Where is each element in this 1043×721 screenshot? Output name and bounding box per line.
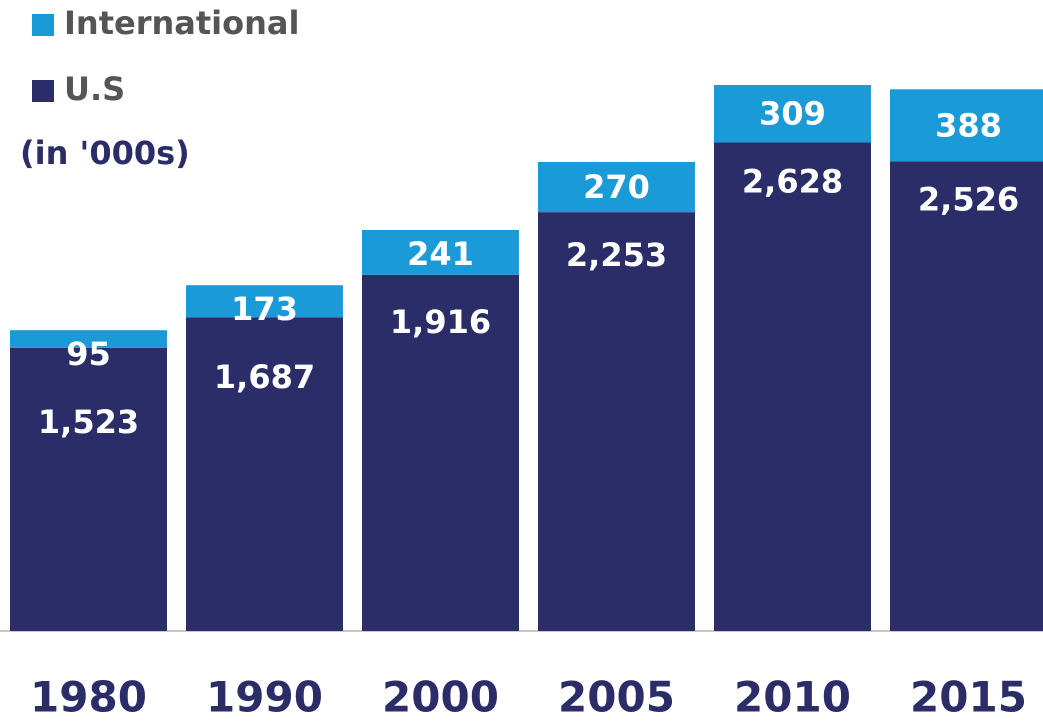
x-tick-label: 2005 [558,673,675,721]
legend-swatch [32,80,54,102]
value-label: 2,526 [918,180,1019,218]
bar-segment [538,161,695,213]
value-label: 388 [935,106,1002,144]
bar-segment [362,274,519,631]
legend-label: U.S [64,70,125,108]
bar-segment [186,317,343,631]
x-tick-label: 1980 [30,673,147,721]
bar-segment [186,285,343,318]
value-label: 2,628 [742,163,843,201]
bar-segment [10,347,167,631]
value-label: 1,916 [390,303,491,341]
bar-segment [890,89,1043,162]
value-label: 241 [407,235,474,273]
bar-segment [362,230,519,275]
value-label: 173 [231,290,298,328]
chart-subtitle: (in '000s) [20,134,190,172]
value-label: 95 [66,335,111,373]
bar-segment [714,85,871,143]
bar-segment [538,212,695,631]
value-label: 2,253 [566,236,667,274]
value-label: 1,523 [38,403,139,441]
x-tick-label: 2010 [734,673,851,721]
value-label: 1,687 [214,358,315,396]
bar-segment [890,161,1043,631]
x-tick-label: 1990 [206,673,323,721]
value-label: 309 [759,95,826,133]
legend-label: International [64,4,299,42]
value-label: 270 [583,168,650,206]
legend-swatch [32,14,54,36]
x-tick-label: 2000 [382,673,499,721]
x-tick-label: 2015 [910,673,1027,721]
bar-segment [10,330,167,348]
bar-segment [714,142,871,631]
